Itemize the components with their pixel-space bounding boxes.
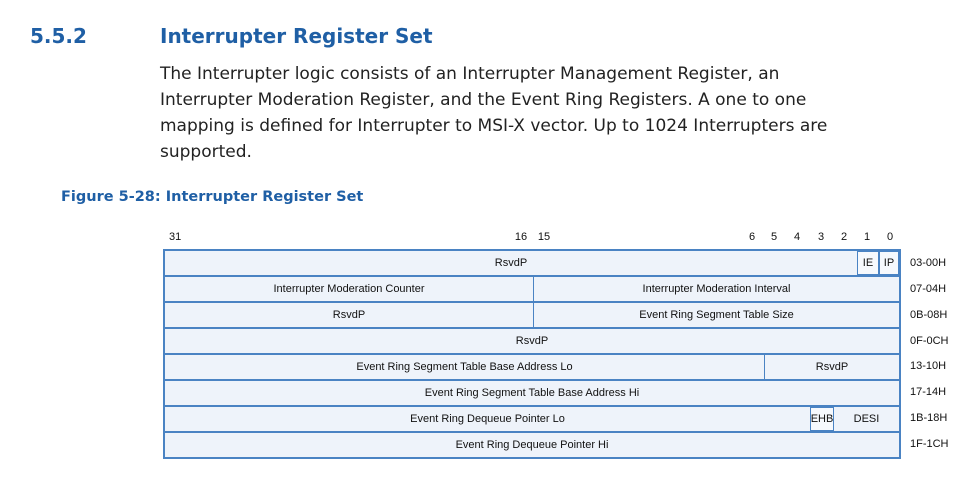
paragraph-line: mapping is defined for Interrupter to MS… (160, 116, 828, 136)
section-number: 5.5.2 (30, 24, 87, 48)
bit-number-4: 4 (793, 231, 801, 243)
field-rsvdp: RsvdP (332, 309, 366, 321)
register-table: RsvdP IE IP Interrupter Moderation Count… (163, 249, 901, 459)
body-paragraph: The Interrupter logic consists of an Int… (160, 61, 960, 165)
register-row: Event Ring Dequeue Pointer Lo EHB DESI (165, 405, 899, 431)
field-rsvdp: RsvdP (515, 335, 549, 347)
offset-label: 0F-0CH (910, 335, 949, 347)
bit-number-31: 31 (169, 231, 182, 243)
field-ip: IP (879, 251, 899, 275)
register-row: Event Ring Segment Table Base Address Lo… (165, 353, 899, 379)
bit-number-3: 3 (817, 231, 825, 243)
paragraph-line: The Interrupter logic consists of an Int… (160, 64, 780, 84)
register-row: RsvdP IE IP (165, 251, 899, 275)
field-ehb: EHB (810, 407, 834, 431)
bit-number-16: 16 (514, 231, 528, 243)
field-erst-size: Event Ring Segment Table Size (533, 303, 899, 327)
paragraph-line: Interrupter Moderation Register, and the… (160, 90, 807, 110)
field-ie: IE (857, 251, 879, 275)
offset-label: 1B-18H (910, 412, 948, 424)
field-dequeue-pointer-lo: Event Ring Dequeue Pointer Lo (410, 413, 565, 425)
offset-label: 07-04H (910, 283, 947, 295)
field-erst-base-lo: Event Ring Segment Table Base Address Lo (356, 361, 573, 373)
register-row: Event Ring Dequeue Pointer Hi (165, 431, 899, 457)
field-moderation-counter: Interrupter Moderation Counter (273, 283, 425, 295)
section-title: Interrupter Register Set (160, 24, 433, 48)
offset-label: 03-00H (910, 257, 947, 269)
offset-label: 1F-1CH (910, 438, 949, 450)
offset-label: 13-10H (910, 360, 947, 372)
offset-label: 0B-08H (910, 309, 948, 321)
offset-label: 17-14H (910, 386, 947, 398)
figure-caption: Figure 5-28: Interrupter Register Set (61, 189, 364, 205)
paragraph-line: supported. (160, 142, 252, 162)
field-desi: DESI (853, 413, 880, 425)
bit-number-15: 15 (537, 231, 551, 243)
bit-number-0: 0 (886, 231, 894, 243)
register-row: Event Ring Segment Table Base Address Hi (165, 379, 899, 405)
register-row: RsvdP Event Ring Segment Table Size (165, 301, 899, 327)
field-dequeue-pointer-hi: Event Ring Dequeue Pointer Hi (455, 439, 609, 451)
field-moderation-interval: Interrupter Moderation Interval (533, 277, 899, 301)
bit-number-6: 6 (748, 231, 756, 243)
bit-number-1: 1 (863, 231, 871, 243)
field-rsvdp: RsvdP (764, 355, 899, 379)
field-erst-base-hi: Event Ring Segment Table Base Address Hi (424, 387, 640, 399)
field-rsvdp: RsvdP (494, 257, 528, 269)
bit-number-5: 5 (770, 231, 778, 243)
register-row: RsvdP (165, 327, 899, 353)
register-row: Interrupter Moderation Counter Interrupt… (165, 275, 899, 301)
bit-number-2: 2 (840, 231, 848, 243)
